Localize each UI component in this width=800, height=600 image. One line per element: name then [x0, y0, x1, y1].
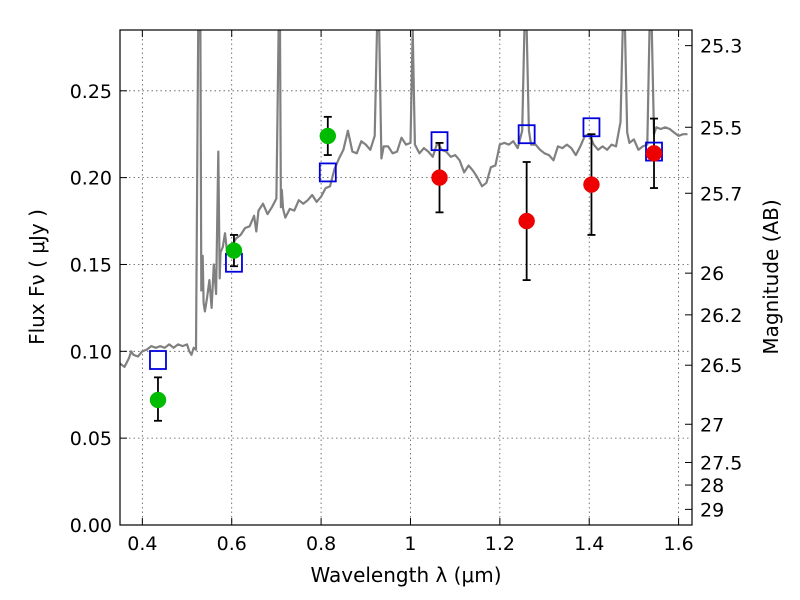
magnitude-tick-label: 27	[700, 414, 724, 436]
x-tick-label: 0.4	[127, 533, 157, 555]
model-flux-square	[149, 350, 167, 370]
y-tick-label: 0.10	[70, 341, 112, 363]
y-tick-label: 0.00	[70, 515, 112, 537]
observed-flux-point	[518, 212, 535, 230]
x-tick-label: 0.6	[217, 533, 247, 555]
x-tick-label: 1.6	[663, 533, 693, 555]
observed-photometry-points	[149, 127, 663, 409]
model-flux-square	[430, 131, 449, 152]
magnitude-tick-label: 25.5	[700, 117, 742, 139]
x-tick-label: 1.2	[485, 533, 515, 555]
y-tick-labels: 0.00 0.05 0.10 0.15 0.20 0.25	[70, 81, 112, 537]
y-tick-label: 0.05	[70, 428, 112, 450]
magnitude-tick-label: 28	[700, 475, 724, 497]
observed-flux-point	[319, 127, 337, 145]
magnitude-tick-label: 25.7	[700, 183, 742, 205]
y-tick-label: 0.15	[70, 254, 112, 276]
x-tick-label: 1	[404, 533, 416, 555]
x-tick-label: 1.4	[574, 533, 604, 555]
observed-flux-point	[225, 242, 243, 259]
plot-background	[120, 30, 692, 525]
observed-flux-point	[583, 176, 600, 193]
y-axis-title: Flux Fν ( μJy )	[25, 209, 49, 345]
y-tick-label: 0.20	[70, 168, 112, 190]
model-flux-square	[318, 162, 337, 183]
magnitude-tick-label: 27.5	[700, 452, 742, 474]
model-flux-square	[582, 117, 601, 138]
magnitude-tick-label: 26.5	[700, 355, 742, 377]
magnitude-tick-label: 26	[700, 263, 724, 285]
observed-flux-point	[431, 169, 448, 186]
x-tick-label: 0.8	[306, 533, 336, 555]
x-tick-labels: 0.4 0.6 0.8 1 1.2 1.4 1.6	[127, 533, 693, 555]
magnitude-tick-label: 29	[700, 499, 724, 521]
model-flux-square	[517, 124, 536, 145]
right-axis-title: Magnitude (AB)	[759, 199, 783, 354]
magnitude-tick-label: 26.2	[700, 305, 742, 327]
plot-frame	[119, 29, 693, 526]
x-axis-title: Wavelength λ (μm)	[310, 563, 501, 587]
y-tick-label: 0.25	[70, 81, 112, 103]
observed-flux-point	[645, 145, 663, 162]
axis-ticks	[120, 30, 692, 526]
observed-flux-point	[149, 391, 167, 409]
magnitude-tick-label: 25.3	[700, 36, 742, 58]
